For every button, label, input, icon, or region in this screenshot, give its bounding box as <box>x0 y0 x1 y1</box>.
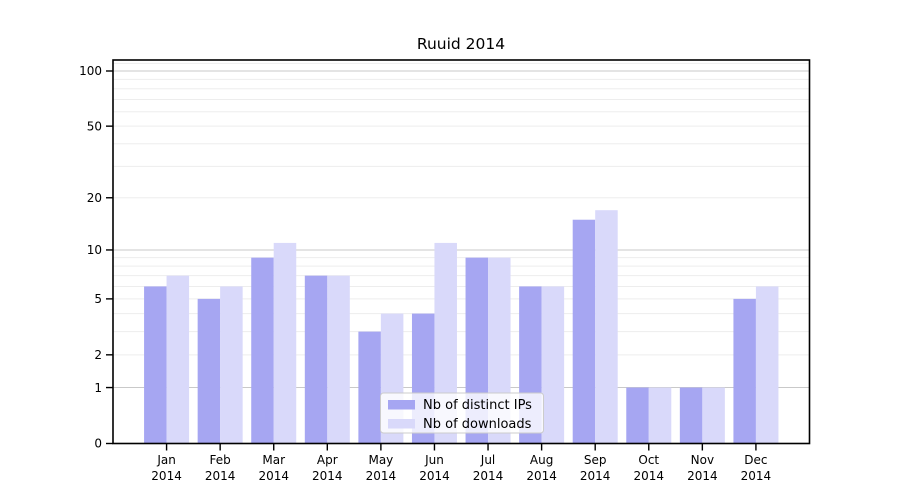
legend-label-ips: Nb of distinct IPs <box>423 398 532 413</box>
gridlines <box>113 62 810 389</box>
x-tick-label-year: 2014 <box>205 469 236 483</box>
y-tick-label: 5 <box>94 292 102 306</box>
x-tick-label-month: May <box>368 453 393 467</box>
x-tick-label-month: Nov <box>691 453 714 467</box>
x-tick-label-year: 2014 <box>258 469 289 483</box>
x-tick-label-year: 2014 <box>312 469 343 483</box>
bar-apr-ips <box>304 275 328 444</box>
y-tick-label: 50 <box>87 119 102 133</box>
y-tick-label: 2 <box>94 348 102 362</box>
y-tick-label: 100 <box>79 64 102 78</box>
x-tick-label-month: Aug <box>530 453 553 467</box>
y-tick-label: 1 <box>94 381 102 395</box>
bar-mar-ips <box>251 257 274 444</box>
x-tick-label-year: 2014 <box>526 469 557 483</box>
bar-jan-downloads <box>166 275 190 444</box>
bar-apr-downloads <box>327 275 350 444</box>
y-tick-label: 10 <box>87 243 102 257</box>
x-tick-label-month: Jan <box>156 453 176 467</box>
plot-border <box>112 59 811 445</box>
x-tick-label-month: Apr <box>317 453 338 467</box>
bar-jan-ips <box>144 286 167 444</box>
x-tick-label-year: 2014 <box>633 469 664 483</box>
x-tick-label-year: 2014 <box>687 469 718 483</box>
bar-oct-downloads <box>648 387 672 444</box>
bar-oct-ips <box>626 387 649 444</box>
x-tick-label-year: 2014 <box>741 469 772 483</box>
bar-feb-downloads <box>220 286 243 444</box>
x-tick-label-month: Oct <box>638 453 659 467</box>
x-tick-label-month: Jul <box>480 453 495 467</box>
bar-may-ips <box>358 331 381 444</box>
bar-nov-ips <box>679 387 703 444</box>
legend-swatch-ips <box>388 400 415 410</box>
axis-ticks-and-labels: 0 1 2 5 10 20 50 100 Jan 2014 Feb 2014 Mar 2014 Apr 201… <box>79 64 771 483</box>
bar-sep-ips <box>572 219 596 444</box>
x-tick-label-month: Feb <box>210 453 231 467</box>
bar-mar-downloads <box>273 242 297 444</box>
bar-nov-downloads <box>702 387 725 444</box>
bar-dec-ips <box>733 298 756 444</box>
y-tick-label: 0 <box>94 437 102 451</box>
legend: Nb of distinct IPs Nb of downloads <box>380 392 544 434</box>
x-tick-label-month: Jun <box>424 453 444 467</box>
bar-sep-downloads <box>595 210 618 444</box>
x-tick-label-year: 2014 <box>419 469 450 483</box>
x-tick-label-month: Sep <box>584 453 607 467</box>
bar-aug-downloads <box>541 286 565 444</box>
chart-title: Ruuid 2014 <box>417 35 505 53</box>
x-tick-label-year: 2014 <box>151 469 182 483</box>
x-tick-label-year: 2014 <box>580 469 611 483</box>
legend-box <box>380 392 544 434</box>
legend-swatch-downloads <box>388 419 415 429</box>
x-tick-label-year: 2014 <box>473 469 504 483</box>
bar-feb-ips <box>197 298 221 444</box>
x-tick-label-year: 2014 <box>366 469 397 483</box>
x-tick-label-month: Dec <box>744 453 767 467</box>
y-tick-label: 20 <box>87 191 102 205</box>
x-tick-label-month: Mar <box>262 453 285 467</box>
bar-dec-downloads <box>755 286 779 444</box>
legend-label-downloads: Nb of downloads <box>423 417 532 432</box>
